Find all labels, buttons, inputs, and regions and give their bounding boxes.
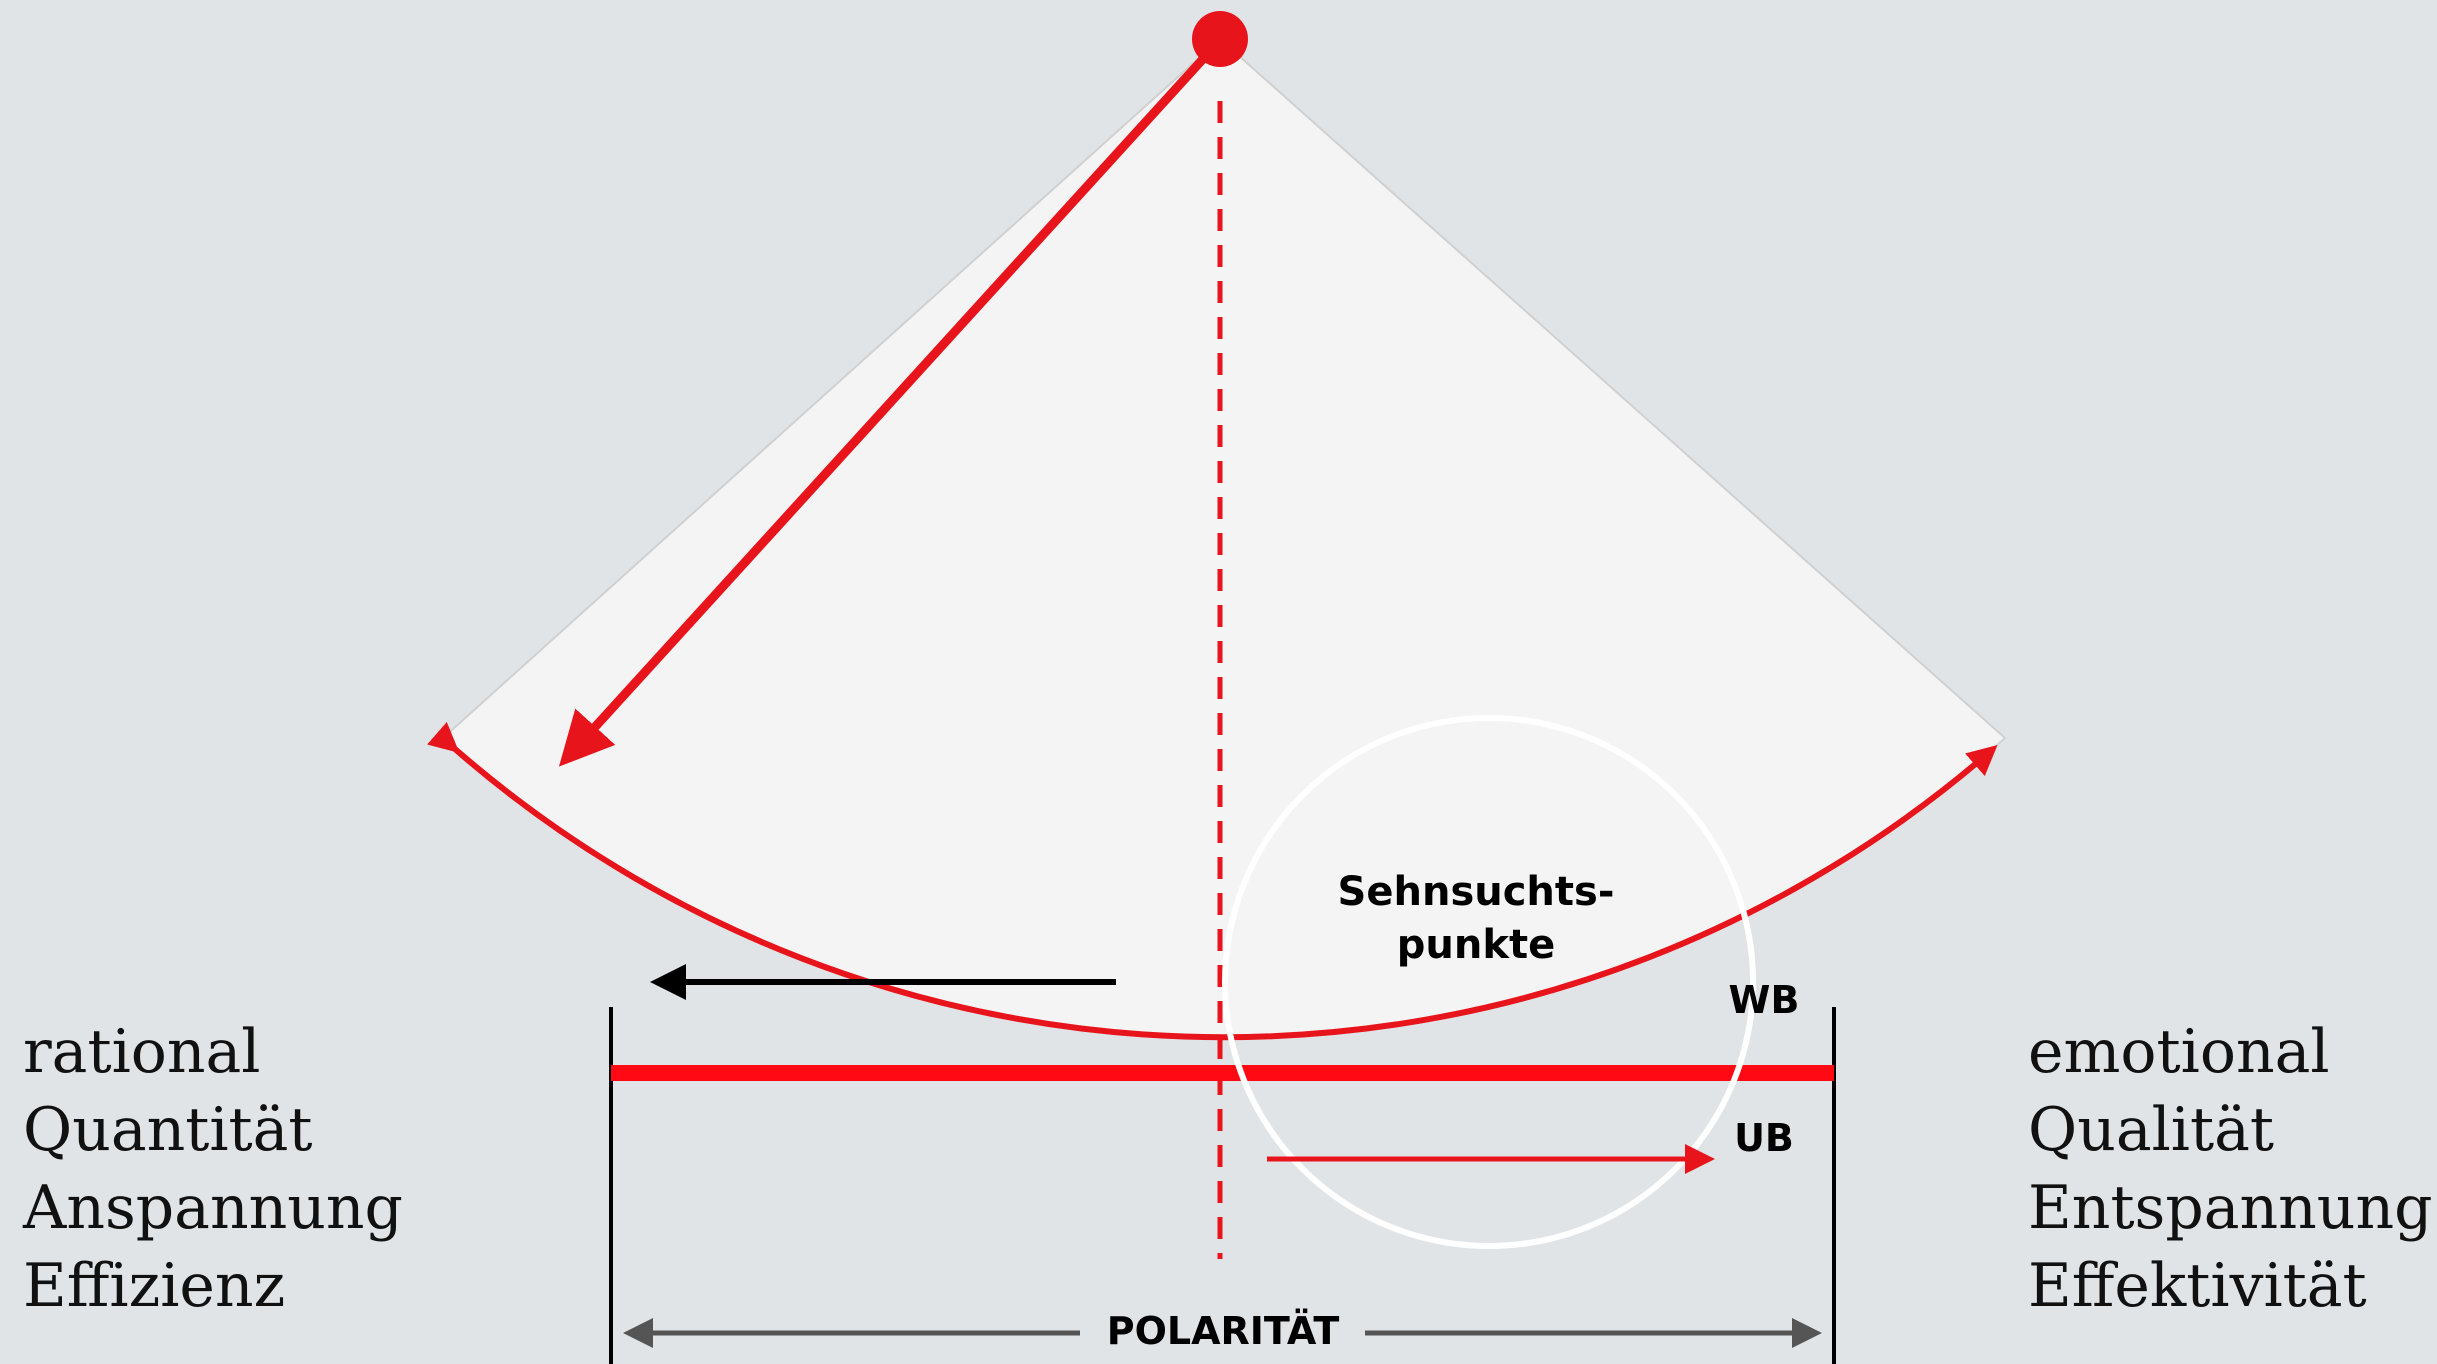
focus-circle (1222, 715, 1756, 1249)
term: Effizienz (23, 1251, 285, 1321)
center-label: punkte (1397, 922, 1555, 968)
ub-label: UB (1734, 1116, 1794, 1160)
term: Quantität (23, 1095, 313, 1165)
term: rational (23, 1017, 260, 1087)
swing-arrow (558, 44, 1217, 767)
left-terms: rational Quantität Anspannung Effizienz (22, 1017, 403, 1321)
wb-label: WB (1729, 978, 1800, 1022)
fan (441, 37, 2007, 1038)
center-label: Sehnsuchts- (1338, 869, 1615, 915)
right-terms: emotional Qualität Entspannung Effektivität (2028, 1017, 2433, 1321)
term: emotional (2028, 1017, 2330, 1087)
term: Effektivität (2028, 1251, 2367, 1321)
term: Entspannung (2028, 1173, 2433, 1243)
term: Qualität (2028, 1095, 2274, 1165)
axis-label: POLARITÄT (1107, 1309, 1340, 1353)
term: Anspannung (22, 1173, 403, 1243)
swing-arc (427, 721, 1998, 1041)
pivot (1192, 11, 1248, 67)
